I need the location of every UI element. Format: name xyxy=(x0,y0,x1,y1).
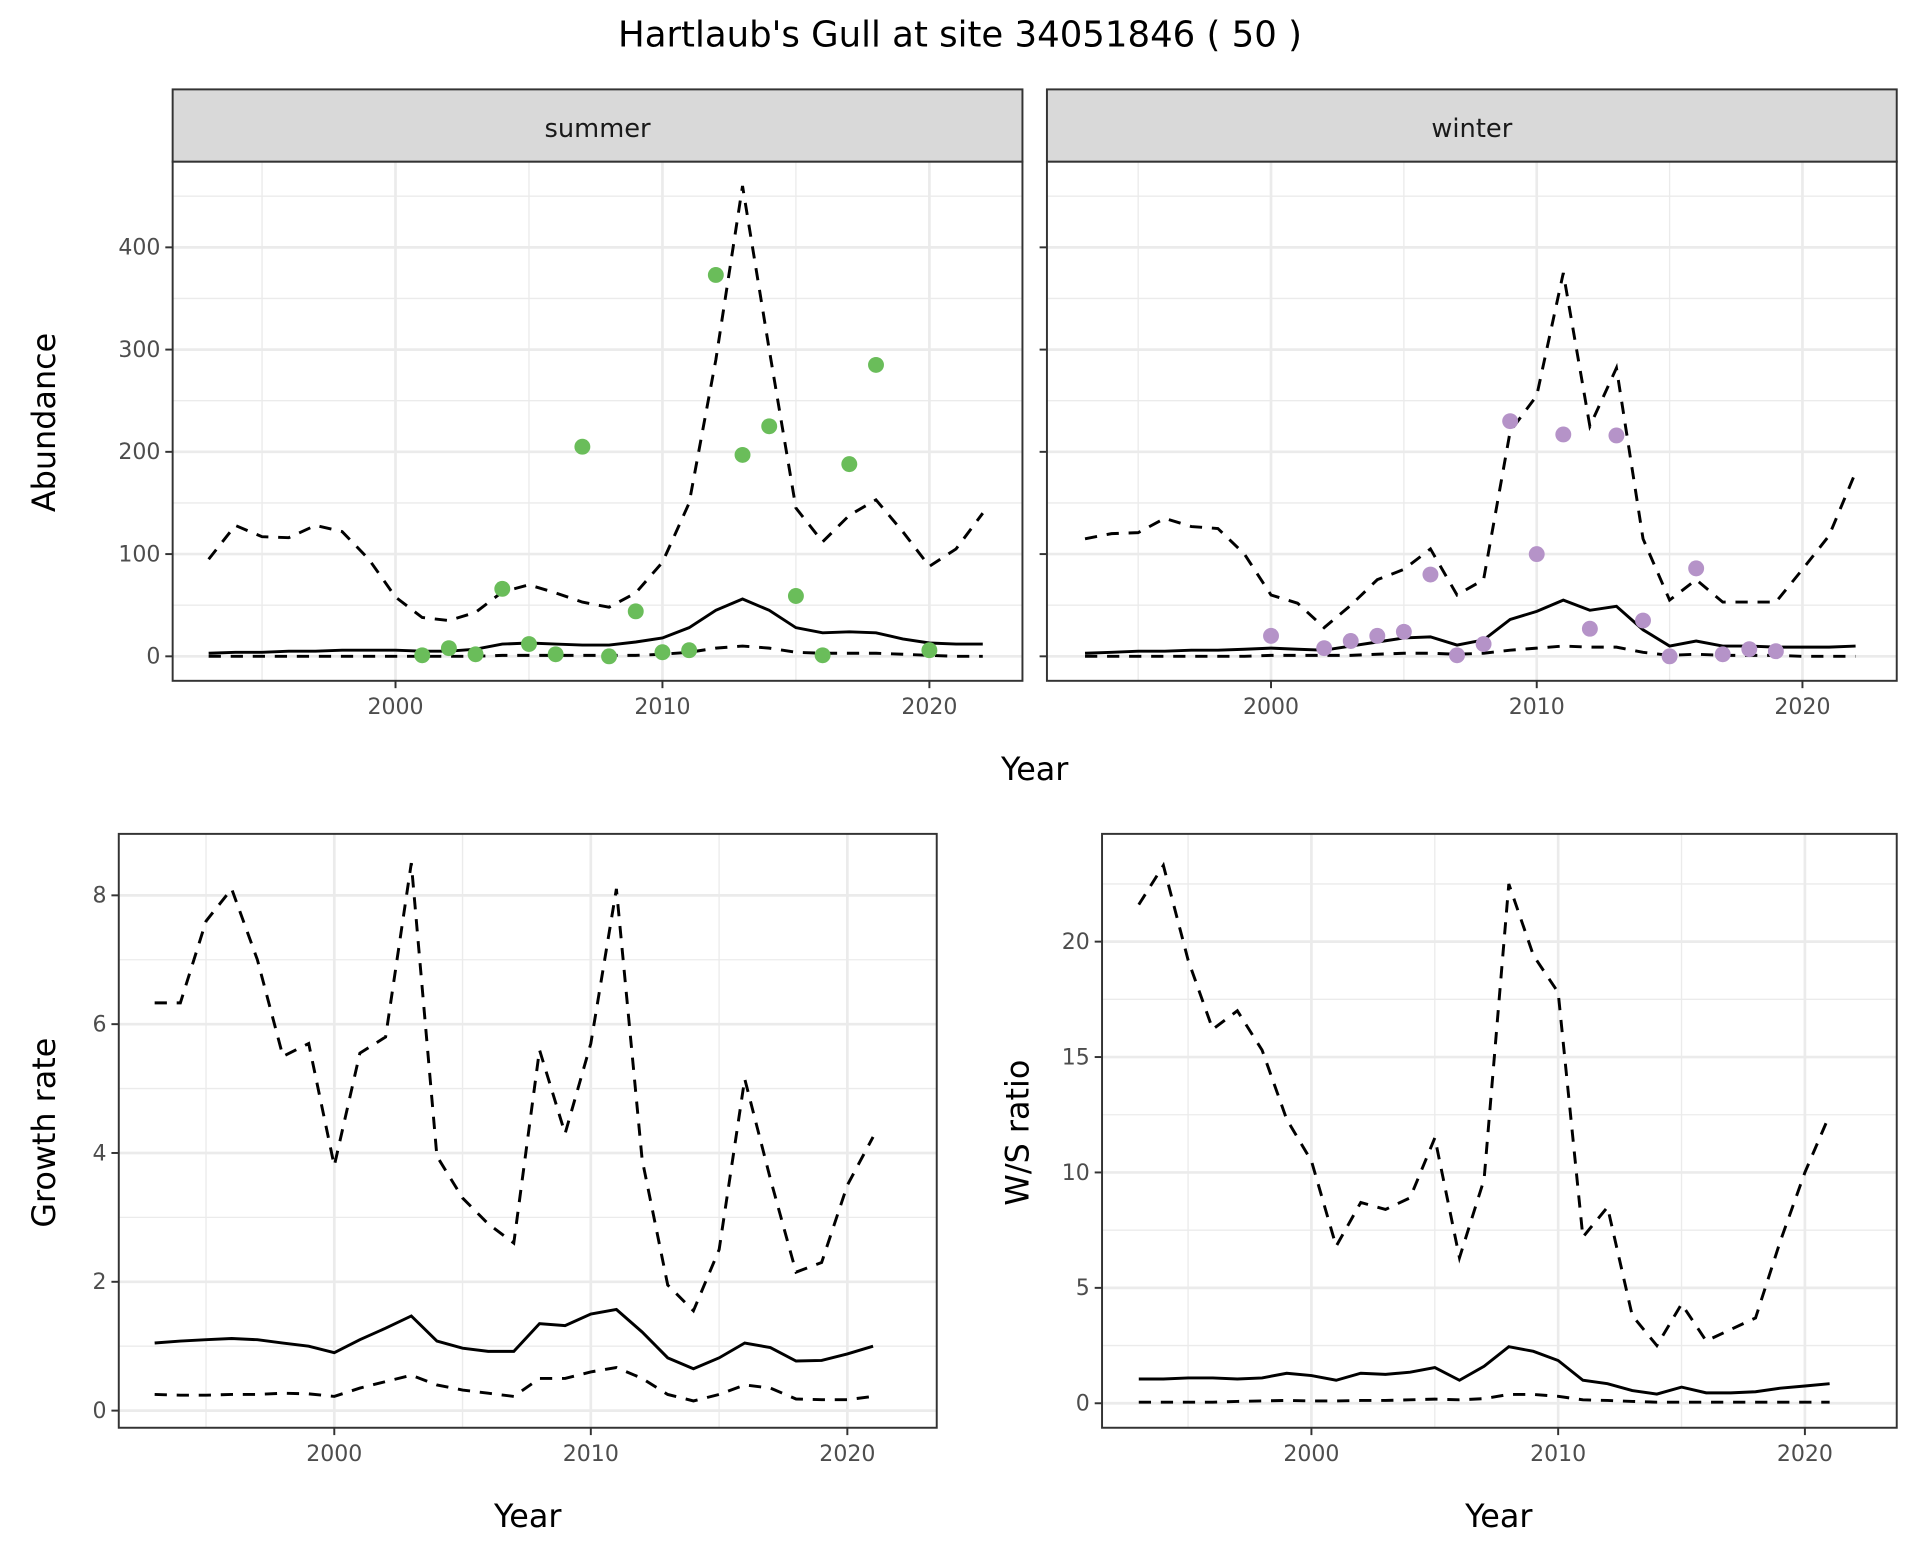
y-axis-label-ratio: W/S ratio xyxy=(999,1060,1037,1206)
upper-bound-line xyxy=(1137,861,1831,1349)
data-point xyxy=(601,648,618,665)
chart-title: Hartlaub's Gull at site 34051846 ( 50 ) xyxy=(618,15,1302,56)
y-tick-label: 10 xyxy=(1062,1161,1090,1186)
panel-summer: summer 2000 2010 2020 0 100 200 300 400 xyxy=(118,88,1024,720)
data-point xyxy=(1369,627,1386,644)
x-tick-label: 2020 xyxy=(1777,1442,1833,1467)
upper-bound-line xyxy=(154,862,875,1314)
mean-line xyxy=(154,1307,874,1371)
x-tick-label: 2010 xyxy=(1509,695,1565,720)
data-point xyxy=(1741,641,1758,658)
data-point xyxy=(494,580,511,597)
y-tick-label: 0 xyxy=(92,1399,106,1424)
x-tick-label: 2010 xyxy=(563,1442,619,1467)
x-tick-label: 2000 xyxy=(367,695,423,720)
facet-strip xyxy=(171,88,1024,163)
data-point xyxy=(521,636,537,653)
panel-w-s-ratio: 2000 2010 2020 0 5 10 15 20 xyxy=(1062,832,1898,1467)
x-tick-label: 2010 xyxy=(634,695,690,720)
data-point xyxy=(921,642,938,659)
mean-line xyxy=(1138,1345,1830,1396)
y-tick-label: 0 xyxy=(1076,1392,1090,1417)
data-point xyxy=(761,418,778,435)
data-point xyxy=(1581,620,1598,637)
data-point xyxy=(1263,627,1279,644)
y-tick-label: 8 xyxy=(92,884,106,909)
panel-winter: winter 2000 2010 2020 xyxy=(1039,88,1898,720)
data-point xyxy=(547,646,564,663)
x-axis-label-top: Year xyxy=(1000,750,1069,788)
data-point xyxy=(1528,546,1545,563)
data-point xyxy=(574,438,591,455)
x-tick-label: 2000 xyxy=(1283,1442,1339,1467)
y-tick-label: 15 xyxy=(1062,1045,1090,1070)
y-tick-label: 6 xyxy=(92,1013,106,1038)
data-point xyxy=(1635,612,1651,629)
panel-growth-rate: 2000 2010 2020 0 2 4 6 8 xyxy=(92,832,938,1467)
data-point xyxy=(414,647,431,664)
x-axis-label-ratio: Year xyxy=(1464,1497,1533,1535)
data-point xyxy=(1608,427,1625,444)
data-point xyxy=(787,588,804,604)
y-axis-label-growth: Growth rate xyxy=(25,1038,63,1228)
data-point xyxy=(627,603,644,620)
data-point xyxy=(1688,560,1705,577)
facet-label: winter xyxy=(1431,114,1512,144)
y-tick-label: 4 xyxy=(92,1141,106,1166)
data-point xyxy=(707,266,724,283)
facet-strip xyxy=(1045,88,1898,163)
data-point xyxy=(1342,633,1359,649)
lower-bound-line xyxy=(1138,1392,1830,1404)
data-point xyxy=(1767,643,1784,660)
data-point xyxy=(1555,426,1572,443)
data-point xyxy=(654,644,671,661)
lower-bound-line xyxy=(208,644,983,658)
y-tick-label: 0 xyxy=(146,645,160,670)
data-point xyxy=(841,456,858,473)
data-point xyxy=(1395,623,1412,640)
y-tick-label: 300 xyxy=(118,338,160,363)
mean-line xyxy=(208,597,983,655)
lower-bound-line xyxy=(154,1365,874,1403)
data-point xyxy=(1714,646,1731,663)
data-point xyxy=(467,646,484,663)
y-tick-label: 200 xyxy=(118,440,160,465)
y-tick-label: 5 xyxy=(1076,1276,1090,1301)
data-point xyxy=(440,640,457,657)
plot-area xyxy=(1102,833,1897,1428)
y-axis-label-abundance: Abundance xyxy=(25,333,63,512)
x-tick-label: 2010 xyxy=(1530,1442,1586,1467)
data-point xyxy=(1316,640,1333,657)
x-tick-label: 2000 xyxy=(306,1442,362,1467)
data-point xyxy=(1502,413,1519,430)
mean-line xyxy=(1084,598,1856,655)
data-point xyxy=(868,356,884,373)
y-tick-label: 2 xyxy=(92,1270,106,1295)
y-tick-label: 20 xyxy=(1062,930,1090,955)
data-point xyxy=(681,642,698,659)
y-tick-label: 400 xyxy=(118,236,160,261)
data-point xyxy=(1449,647,1465,664)
x-tick-label: 2020 xyxy=(819,1442,875,1467)
x-tick-label: 2000 xyxy=(1243,695,1299,720)
data-point xyxy=(1422,566,1439,583)
y-tick-label: 100 xyxy=(118,542,160,567)
x-axis-label-growth: Year xyxy=(493,1497,562,1535)
x-tick-label: 2020 xyxy=(901,695,957,720)
facet-label: summer xyxy=(544,114,651,144)
data-point xyxy=(734,446,751,463)
data-point xyxy=(1661,648,1678,665)
data-point xyxy=(1475,636,1492,653)
x-tick-label: 2020 xyxy=(1774,695,1830,720)
upper-bound-line xyxy=(1084,272,1857,630)
panel-border xyxy=(117,832,938,1429)
data-point xyxy=(814,647,831,664)
plot-area xyxy=(172,161,1023,681)
panel-border xyxy=(1101,832,1898,1429)
